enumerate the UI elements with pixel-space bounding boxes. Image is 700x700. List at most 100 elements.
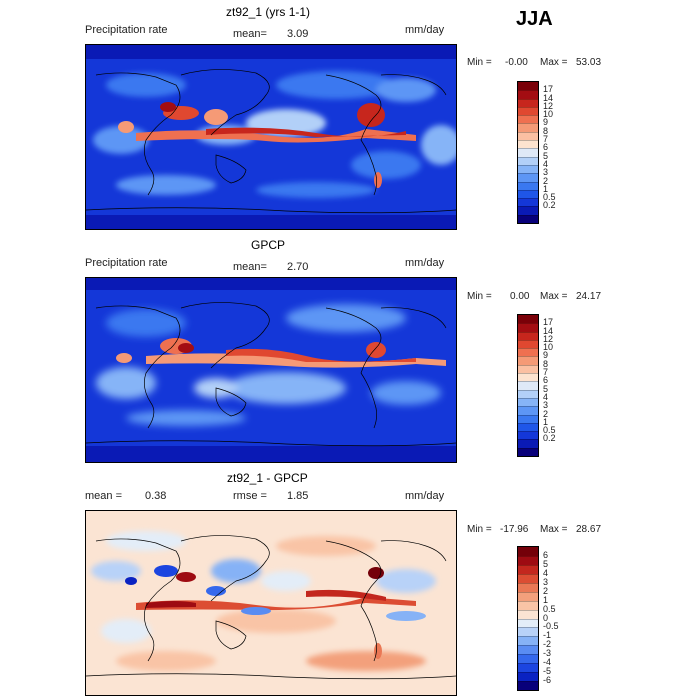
colorbar-tick-label: 0: [543, 612, 549, 623]
colorbar-tick-label: 17: [543, 317, 554, 328]
mean-value: 0.38: [145, 490, 167, 502]
colorbar-segment: [518, 82, 538, 91]
colorbar-segment: [518, 645, 538, 655]
colorbar-segment: [518, 373, 538, 382]
colorbar-segment: [518, 148, 538, 158]
mean-value: 3.09: [287, 28, 309, 40]
colorbar-tick-label: 10: [543, 109, 554, 120]
colorbar-tick-label: 8: [543, 358, 549, 369]
colorbar-segment: [518, 439, 538, 449]
map-svg: [86, 45, 456, 229]
difference-map: [85, 510, 457, 696]
colorbar: [518, 82, 538, 224]
colorbar-tick-label: 8: [543, 125, 549, 136]
colorbar-segment: [518, 547, 538, 557]
max-value: 53.03: [576, 57, 602, 68]
colorbar-segment: [518, 173, 538, 183]
colorbar-segment: [518, 555, 538, 566]
min-label: Min =: [467, 524, 492, 535]
colorbar-segment: [518, 600, 538, 611]
min-value: -17.96: [500, 524, 529, 535]
colorbar-tick-label: 5: [543, 383, 549, 394]
colorbar-tick-label: 3: [543, 576, 549, 587]
colorbar-segment: [518, 406, 538, 416]
rmse-label: rmse =: [233, 490, 267, 502]
colorbar-tick-label: -5: [543, 666, 552, 677]
colorbar-segment: [518, 90, 538, 100]
colorbar-tick-label: 14: [543, 325, 554, 336]
colorbar-tick-label: 5: [543, 150, 549, 161]
colorbar-segment: [518, 123, 538, 133]
colorbar-segment: [518, 663, 538, 673]
colorbar-tick-label: 9: [543, 350, 549, 361]
precip-map: [85, 277, 457, 463]
colorbar-tick-label: -4: [543, 657, 552, 668]
colorbar-tick-label: 1: [543, 594, 549, 605]
colorbar-segment: [518, 681, 538, 691]
colorbar: [518, 547, 538, 691]
colorbar-segment: [518, 164, 538, 174]
max-value: 28.67: [576, 524, 602, 535]
colorbar-segment: [518, 564, 538, 575]
colorbar: [518, 315, 538, 457]
colorbar-segment: [518, 356, 538, 366]
min-value: -0.00: [505, 57, 528, 68]
mean-label: mean =: [85, 490, 122, 502]
colorbar-segment: [518, 364, 538, 374]
colorbar-segment: [518, 414, 538, 424]
colorbar-tick-label: 1: [543, 183, 549, 194]
colorbar-segment: [518, 672, 538, 682]
colorbar-tick-label: 0.5: [543, 192, 556, 203]
colorbar-tick-label: 4: [543, 158, 549, 169]
min-value: 0.00: [510, 291, 530, 302]
season-label: JJA: [516, 8, 553, 30]
colorbar-tick-label: 1: [543, 416, 549, 427]
max-label: Max =: [540, 57, 568, 68]
colorbar-tick-label: 9: [543, 117, 549, 128]
colorbar-tick-label: 10: [543, 342, 554, 353]
colorbar-frame: [517, 546, 539, 691]
colorbar-segment: [518, 447, 538, 457]
colorbar-tick-label: 6: [543, 375, 549, 386]
colorbar-tick-label: -6: [543, 675, 552, 686]
colorbar-segment: [518, 397, 538, 407]
colorbar-tick-label: 7: [543, 134, 549, 145]
colorbar-segment: [518, 609, 538, 619]
colorbar-segment: [518, 381, 538, 391]
colorbar-segment: [518, 214, 538, 224]
colorbar-tick-label: 12: [543, 333, 554, 344]
mean-label: mean=: [233, 28, 267, 40]
colorbar-segment: [518, 198, 538, 207]
colorbar-tick-label: 0.2: [543, 433, 556, 444]
max-value: 24.17: [576, 291, 602, 302]
colorbar-segment: [518, 389, 538, 399]
colorbar-segment: [518, 331, 538, 341]
colorbar-tick-label: 2: [543, 175, 549, 186]
colorbar-tick-label: 2: [543, 408, 549, 419]
colorbar-tick-label: 2: [543, 585, 549, 596]
map-svg: [86, 278, 456, 462]
colorbar-segment: [518, 591, 538, 602]
colorbar-tick-label: 6: [543, 549, 549, 560]
colorbar-segment: [518, 189, 538, 199]
colorbar-tick-label: 0.5: [543, 425, 556, 436]
units-label: mm/day: [405, 24, 445, 36]
colorbar-tick-label: 5: [543, 558, 549, 569]
colorbar-tick-label: 6: [543, 142, 549, 153]
units-label: mm/day: [405, 257, 445, 269]
colorbar-segment: [518, 654, 538, 664]
colorbar-frame: [517, 314, 539, 457]
colorbar-segment: [518, 582, 538, 593]
max-label: Max =: [540, 524, 568, 535]
colorbar-tick-label: 3: [543, 167, 549, 178]
min-label: Min =: [467, 291, 492, 302]
colorbar-tick-label: 4: [543, 567, 549, 578]
colorbar-tick-label: 3: [543, 400, 549, 411]
panel-title: GPCP: [251, 238, 286, 252]
field-label: Precipitation rate: [85, 24, 168, 36]
panel-title: zt92_1 (yrs 1-1): [226, 5, 311, 19]
colorbar-segment: [518, 106, 538, 116]
colorbar-segment: [518, 315, 538, 324]
colorbar-segment: [518, 206, 538, 216]
colorbar-segment: [518, 181, 538, 191]
